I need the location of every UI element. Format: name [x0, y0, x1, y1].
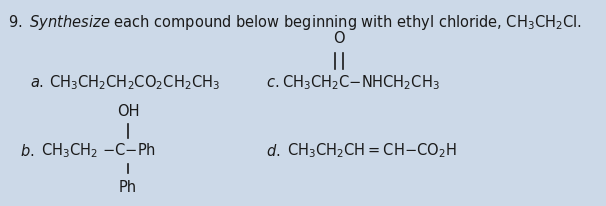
- Text: CH$_3$CH$_2$ $-$C$-$Ph: CH$_3$CH$_2$ $-$C$-$Ph: [41, 142, 156, 160]
- Text: $\mathit{d.}$: $\mathit{d.}$: [265, 143, 280, 159]
- Text: $\mathit{b.}$: $\mathit{b.}$: [20, 143, 35, 159]
- Text: OH: OH: [117, 104, 139, 118]
- Text: CH$_3$CH$_2$CH$_2$CO$_2$CH$_2$CH$_3$: CH$_3$CH$_2$CH$_2$CO$_2$CH$_2$CH$_3$: [50, 74, 221, 92]
- Text: $\mathit{a.}$: $\mathit{a.}$: [30, 75, 44, 90]
- Text: CH$_3$CH$_2$CH$=$CH$-$CO$_2$H: CH$_3$CH$_2$CH$=$CH$-$CO$_2$H: [287, 142, 456, 160]
- Text: $\mathit{c.}$: $\mathit{c.}$: [265, 75, 279, 90]
- Text: O: O: [333, 31, 345, 46]
- Text: $\mathit{9.\ Synthesize}$ each compound below beginning with ethyl chloride, CH$: $\mathit{9.\ Synthesize}$ each compound …: [8, 13, 582, 32]
- Text: Ph: Ph: [119, 180, 137, 195]
- Text: CH$_3$CH$_2$C$-$NHCH$_2$CH$_3$: CH$_3$CH$_2$C$-$NHCH$_2$CH$_3$: [282, 74, 440, 92]
